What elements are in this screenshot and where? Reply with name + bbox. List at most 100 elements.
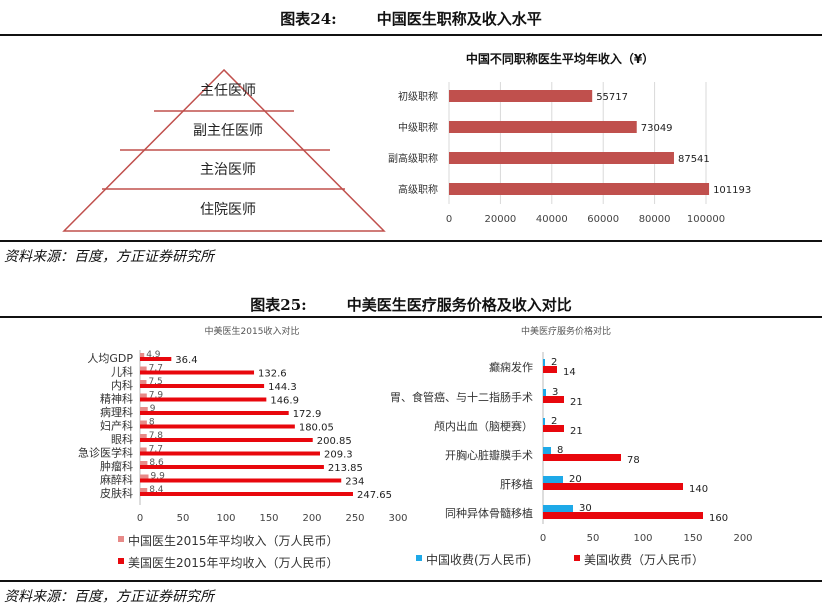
chart-title: 中美医疗服务价格对比 xyxy=(521,325,611,337)
china-bar xyxy=(140,447,147,452)
category-label: 副高级职称 xyxy=(388,152,438,165)
category-label: 人均GDP xyxy=(87,352,133,365)
china-bar xyxy=(140,393,147,398)
us-bar xyxy=(140,357,172,361)
legend-swatch-us xyxy=(118,558,124,564)
china-data-label: 3 xyxy=(552,387,558,398)
category-label: 内科 xyxy=(111,378,133,392)
us-bar xyxy=(140,451,320,456)
china-data-label: 8 xyxy=(149,418,155,428)
china-bar xyxy=(140,488,148,492)
us-data-label: 146.9 xyxy=(270,396,299,407)
china-bar xyxy=(543,447,551,454)
china-data-label: 2 xyxy=(551,416,557,427)
x-tick-label: 300 xyxy=(388,513,407,524)
us-data-label: 140 xyxy=(689,484,708,495)
x-tick-label: 50 xyxy=(587,533,600,544)
us-bar xyxy=(543,512,703,519)
x-tick-label: 0 xyxy=(446,214,452,225)
figure25-title: 中美医生医疗服务价格及收入对比 xyxy=(346,296,572,314)
data-label: 101193 xyxy=(713,185,751,196)
us-data-label: 78 xyxy=(627,455,640,466)
china-bar xyxy=(140,434,147,438)
data-label: 87541 xyxy=(678,154,710,165)
us-bar xyxy=(140,370,255,375)
figure25-bottom-rule xyxy=(0,580,822,582)
category-label: 眼科 xyxy=(111,432,133,446)
figure24-bottom-rule xyxy=(0,240,822,242)
us-data-label: 160 xyxy=(709,513,728,524)
china-data-label: 7.7 xyxy=(149,364,163,374)
chart-title: 中国不同职称医生平均年收入（¥） xyxy=(466,51,654,66)
x-tick-label: 250 xyxy=(345,513,364,524)
china-data-label: 8.6 xyxy=(149,458,164,468)
category-label: 颅内出血（脑梗赛） xyxy=(434,419,533,433)
category-label: 麻醉科 xyxy=(100,473,133,487)
figure24-source: 资料来源：百度，方正证券研究所 xyxy=(4,249,214,265)
category-label: 精神科 xyxy=(100,392,133,406)
us-data-label: 200.85 xyxy=(317,436,352,447)
category-label: 癫痫发作 xyxy=(489,360,533,374)
us-data-label: 209.3 xyxy=(324,450,353,461)
legend-label-us: 美国医生2015年平均收入（万人民币） xyxy=(128,556,339,570)
china-data-label: 9.9 xyxy=(151,472,166,482)
bar xyxy=(449,90,593,102)
x-tick-label: 40000 xyxy=(536,214,568,225)
china-bar xyxy=(543,359,545,366)
x-tick-label: 80000 xyxy=(639,214,671,225)
figure25-top-rule xyxy=(0,316,822,318)
figure25-number: 图表25: xyxy=(250,296,307,314)
category-label: 皮肤科 xyxy=(100,486,133,500)
us-bar xyxy=(140,411,289,415)
china-bar xyxy=(140,366,147,371)
category-label: 肿瘤科 xyxy=(100,459,133,473)
legend-label-china: 中国医生2015年平均收入（万人民币） xyxy=(128,533,339,548)
china-data-label: 7.8 xyxy=(149,431,164,441)
figure25-source: 资料来源：百度，方正证券研究所 xyxy=(4,589,214,605)
x-tick-label: 100000 xyxy=(687,214,725,225)
china-bar xyxy=(140,380,147,384)
us-data-label: 234 xyxy=(345,477,364,488)
category-label: 病理科 xyxy=(100,405,133,419)
china-data-label: 7.5 xyxy=(148,377,162,387)
bar xyxy=(449,183,710,195)
legend-label-us: 美国收费（万人民币） xyxy=(584,553,704,567)
china-bar xyxy=(543,389,546,396)
us-bar xyxy=(140,478,342,483)
china-data-label: 4.9 xyxy=(146,350,161,360)
us-bar xyxy=(543,366,557,373)
china-bar xyxy=(543,505,573,512)
x-tick-label: 20000 xyxy=(484,214,516,225)
us-data-label: 132.6 xyxy=(258,369,287,380)
us-bar xyxy=(140,384,265,388)
china-data-label: 9 xyxy=(150,404,156,414)
x-tick-label: 200 xyxy=(733,533,752,544)
category-label: 高级职称 xyxy=(398,183,438,196)
category-label: 妇产科 xyxy=(100,419,133,433)
us-bar xyxy=(543,454,621,461)
us-bar xyxy=(543,483,683,490)
legend-label-china: 中国收费(万人民币) xyxy=(426,552,531,567)
us-bar xyxy=(140,492,353,496)
us-data-label: 21 xyxy=(570,426,583,437)
figure24-number: 图表24: xyxy=(280,10,337,28)
figure24-top-rule xyxy=(0,34,822,36)
category-label: 开胸心脏瓣膜手术 xyxy=(445,448,533,462)
us-bar xyxy=(140,438,313,442)
us-bar xyxy=(140,397,267,402)
chart-title: 中美医生2015收入对比 xyxy=(205,325,300,337)
category-label: 同种异体骨髓移植 xyxy=(445,506,533,520)
data-label: 73049 xyxy=(641,123,673,134)
figure25-heading: 图表25: 中美医生医疗服务价格及收入对比 xyxy=(0,294,822,315)
us-data-label: 144.3 xyxy=(268,382,297,393)
x-tick-label: 0 xyxy=(137,513,143,524)
bar xyxy=(449,121,637,133)
us-data-label: 172.9 xyxy=(293,409,322,420)
china-bar xyxy=(543,418,545,425)
china-data-label: 8.4 xyxy=(149,485,164,495)
us-bar xyxy=(543,396,564,403)
x-tick-label: 150 xyxy=(683,533,702,544)
